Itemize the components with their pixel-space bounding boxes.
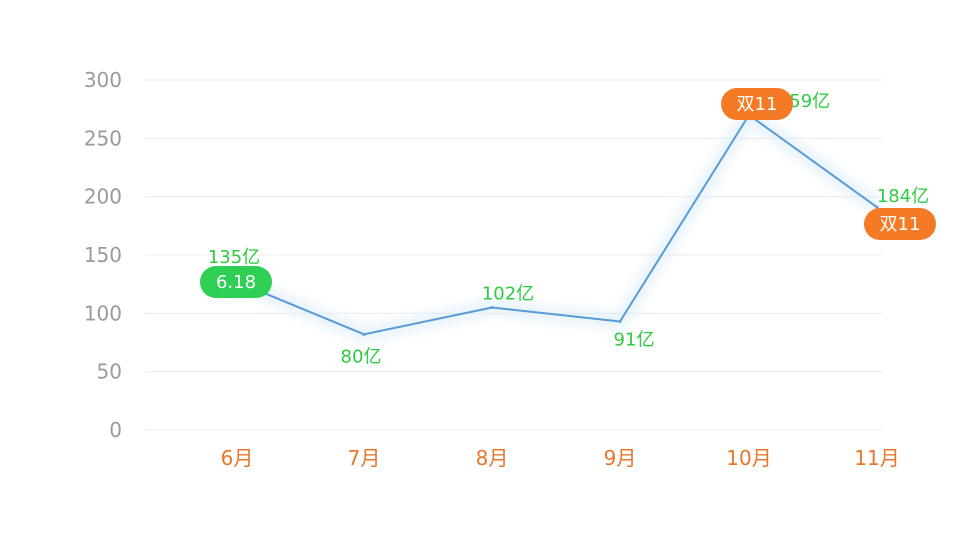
y-tick-label: 200: [84, 185, 122, 209]
y-tick-label: 150: [84, 243, 122, 267]
event-badge-pill: [864, 208, 936, 240]
y-tick-label: 250: [84, 126, 122, 150]
x-tick-label: 11月: [854, 446, 899, 470]
data-point: [362, 332, 366, 336]
data-label: 184亿: [877, 186, 929, 207]
x-tick-label: 9月: [604, 446, 637, 470]
event-badge: 6.18: [200, 266, 272, 298]
data-point: [618, 320, 622, 323]
data-point: [490, 306, 494, 309]
series-line: [234, 104, 882, 342]
event-badge-label: 6.18: [216, 272, 256, 293]
y-tick-label: 0: [109, 418, 122, 442]
event-badge-label: 双11: [737, 94, 778, 115]
x-tick-label: 7月: [348, 446, 381, 470]
y-tick-label: 50: [97, 360, 122, 384]
x-tick-label: 6月: [221, 446, 254, 470]
event-badge: 双11: [721, 88, 793, 120]
data-point: [875, 205, 879, 209]
x-axis-ticks: 6月 7月 8月 9月 10月 11月: [221, 446, 900, 470]
series-line-glow: [234, 104, 882, 342]
data-label: 102亿: [482, 284, 534, 305]
x-tick-label: 10月: [726, 446, 771, 470]
data-label: 80亿: [341, 346, 382, 367]
data-label: 135亿: [208, 247, 260, 268]
y-axis-ticks: 0 50 100 150 200 250 300: [84, 68, 122, 442]
event-badges: 6.18 双11 双11: [200, 88, 936, 298]
y-tick-label: 100: [84, 301, 122, 325]
data-label: 91亿: [614, 330, 655, 351]
x-tick-label: 8月: [476, 446, 509, 470]
event-badge-label: 双11: [880, 214, 921, 235]
event-badge: 双11: [864, 208, 936, 240]
y-tick-label: 300: [84, 68, 122, 92]
event-badge-pill: [721, 88, 793, 120]
series-line-path: [236, 114, 878, 336]
event-badge-pill: [200, 266, 272, 298]
